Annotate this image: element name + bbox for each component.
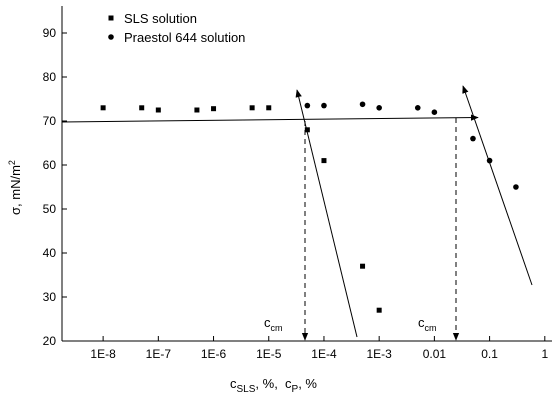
y-tick-label: 50 bbox=[43, 202, 57, 216]
data-point bbox=[249, 105, 255, 111]
x-tick-label: 1E-8 bbox=[90, 347, 116, 361]
legend-label: SLS solution bbox=[124, 11, 197, 26]
x-tick-label: 0.01 bbox=[423, 347, 447, 361]
data-point bbox=[470, 135, 476, 142]
x-tick-label: 1E-6 bbox=[201, 347, 227, 361]
data-point bbox=[108, 34, 114, 40]
data-point bbox=[304, 102, 311, 109]
data-point bbox=[321, 102, 327, 109]
data-point bbox=[486, 157, 493, 164]
y-tick-label: 60 bbox=[43, 158, 57, 172]
data-point bbox=[304, 127, 310, 133]
x-axis-label: cSLS, %, cP, % bbox=[230, 376, 317, 395]
data-point bbox=[266, 105, 272, 111]
data-point bbox=[108, 15, 114, 21]
data-point bbox=[321, 158, 327, 164]
y-tick-label: 40 bbox=[43, 246, 57, 260]
data-point bbox=[100, 105, 106, 111]
x-tick-label: 1E-4 bbox=[311, 347, 337, 361]
x-tick-label: 0.1 bbox=[481, 347, 498, 361]
y-tick-label: 90 bbox=[43, 26, 57, 40]
x-tick-label: 1 bbox=[541, 347, 548, 361]
annotation: ccm bbox=[418, 315, 437, 333]
fit-line bbox=[61, 114, 479, 123]
fit-line bbox=[295, 89, 358, 338]
y-axis-label: σ, mN/m2 bbox=[7, 160, 23, 215]
data-point bbox=[155, 107, 161, 113]
y-tick-label: 20 bbox=[43, 334, 57, 348]
data-point bbox=[360, 263, 366, 269]
annotation: ccm bbox=[264, 315, 283, 333]
data-point bbox=[431, 109, 438, 115]
legend-label: Praestol 644 solution bbox=[124, 30, 245, 45]
data-point bbox=[211, 106, 217, 112]
data-point bbox=[376, 105, 382, 111]
y-tick-label: 30 bbox=[43, 290, 57, 304]
data-point bbox=[359, 101, 366, 108]
x-tick-label: 1E-5 bbox=[256, 347, 282, 361]
data-point bbox=[194, 107, 200, 113]
y-tick-label: 70 bbox=[43, 114, 57, 128]
data-point bbox=[376, 307, 382, 313]
x-tick-label: 1E-3 bbox=[366, 347, 392, 361]
data-point bbox=[414, 105, 421, 111]
y-tick-label: 80 bbox=[43, 70, 57, 84]
fit-line bbox=[462, 85, 533, 286]
data-point bbox=[513, 184, 519, 190]
data-point bbox=[139, 105, 145, 111]
x-tick-label: 1E-7 bbox=[146, 347, 172, 361]
